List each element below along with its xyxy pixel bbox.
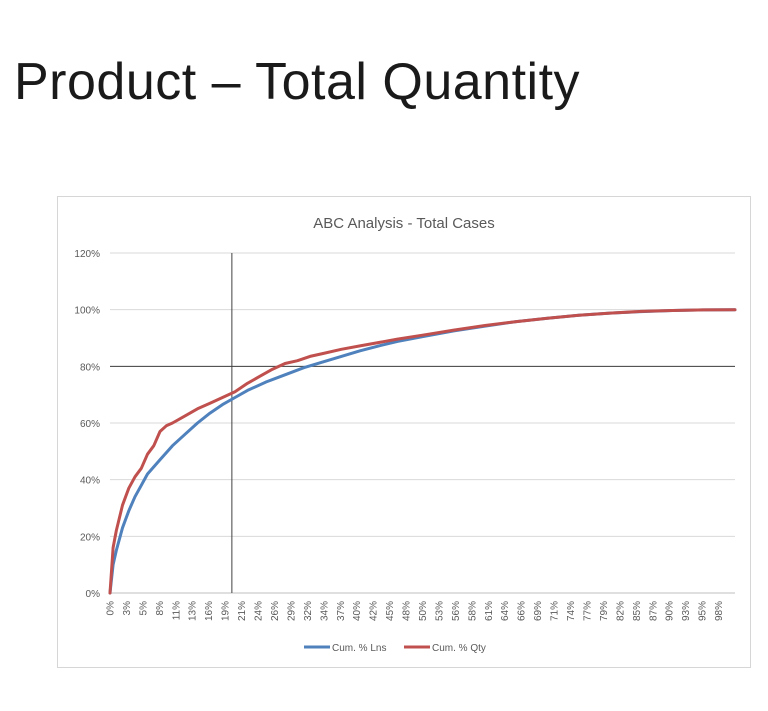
x-tick-label: 3% bbox=[122, 601, 133, 616]
x-tick-label: 87% bbox=[648, 601, 659, 621]
x-tick-label: 48% bbox=[402, 601, 413, 621]
x-tick-label: 58% bbox=[467, 601, 478, 621]
x-tick-label: 69% bbox=[533, 601, 544, 621]
reference-lines bbox=[110, 253, 735, 593]
x-tick-label: 95% bbox=[698, 601, 709, 621]
series-line-1 bbox=[108, 308, 737, 595]
y-gridlines bbox=[110, 252, 735, 594]
chart-legend: Cum. % Lns Cum. % Qty bbox=[304, 643, 486, 654]
x-tick-label: 40% bbox=[352, 601, 363, 621]
chart-title: ABC Analysis - Total Cases bbox=[313, 215, 494, 232]
x-tick-label: 45% bbox=[385, 601, 396, 621]
x-tick-label: 42% bbox=[369, 601, 380, 621]
x-tick-label: 50% bbox=[418, 601, 429, 621]
x-tick-label: 56% bbox=[451, 601, 462, 621]
x-tick-label: 29% bbox=[286, 601, 297, 621]
x-tick-label: 8% bbox=[155, 601, 166, 616]
x-tick-label: 24% bbox=[254, 601, 265, 621]
y-tick-label: 0% bbox=[86, 589, 101, 600]
x-tick-label: 21% bbox=[237, 601, 248, 621]
x-tick-label: 5% bbox=[138, 601, 149, 616]
x-tick-label: 85% bbox=[632, 601, 643, 621]
x-tick-label: 66% bbox=[517, 601, 528, 621]
x-tick-label: 37% bbox=[336, 601, 347, 621]
y-tick-label: 20% bbox=[80, 532, 100, 543]
y-tick-label: 80% bbox=[80, 362, 100, 373]
x-tick-label: 93% bbox=[681, 601, 692, 621]
x-tick-label: 64% bbox=[500, 601, 511, 621]
x-tick-label: 11% bbox=[171, 601, 182, 620]
x-tick-label: 77% bbox=[582, 601, 593, 621]
series-line-2 bbox=[108, 308, 737, 595]
series-lines bbox=[108, 308, 737, 595]
abc-analysis-chart: ABC Analysis - Total Cases 0% 20% 40% 60% 80… bbox=[74, 215, 737, 654]
x-tick-label: 82% bbox=[615, 601, 626, 621]
y-axis-tick-labels: 0% 20% 40% 60% 80% 100% 120% bbox=[74, 249, 100, 600]
y-tick-label: 100% bbox=[74, 306, 100, 317]
x-tick-label: 19% bbox=[221, 601, 232, 621]
x-tick-label: 26% bbox=[270, 601, 281, 621]
x-tick-label: 79% bbox=[599, 601, 610, 621]
x-tick-label: 90% bbox=[665, 601, 676, 621]
x-tick-label: 0% bbox=[106, 601, 117, 616]
legend-label-1: Cum. % Lns bbox=[332, 643, 386, 654]
x-tick-label: 13% bbox=[188, 601, 199, 621]
x-tick-label: 74% bbox=[566, 601, 577, 621]
y-tick-label: 60% bbox=[80, 419, 100, 430]
x-tick-label: 71% bbox=[550, 601, 561, 621]
y-tick-label: 120% bbox=[74, 249, 100, 260]
x-tick-label: 32% bbox=[303, 601, 314, 621]
x-tick-label: 34% bbox=[319, 601, 330, 621]
x-tick-label: 98% bbox=[714, 601, 725, 621]
chart-frame: ABC Analysis - Total Cases 0% 20% 40% 60% 80… bbox=[57, 196, 751, 668]
x-tick-label: 16% bbox=[204, 601, 215, 621]
legend-label-2: Cum. % Qty bbox=[432, 643, 486, 654]
y-tick-label: 40% bbox=[80, 476, 100, 487]
x-axis-tick-labels: 0% 3% 5% 8% 11% 13% 16% 19% 21% 24% 26% 29% 32% 34% 37… bbox=[106, 601, 726, 621]
x-tick-label: 61% bbox=[484, 601, 495, 621]
slide-title: Product – Total Quantity bbox=[14, 53, 581, 111]
x-tick-label: 53% bbox=[434, 601, 445, 621]
